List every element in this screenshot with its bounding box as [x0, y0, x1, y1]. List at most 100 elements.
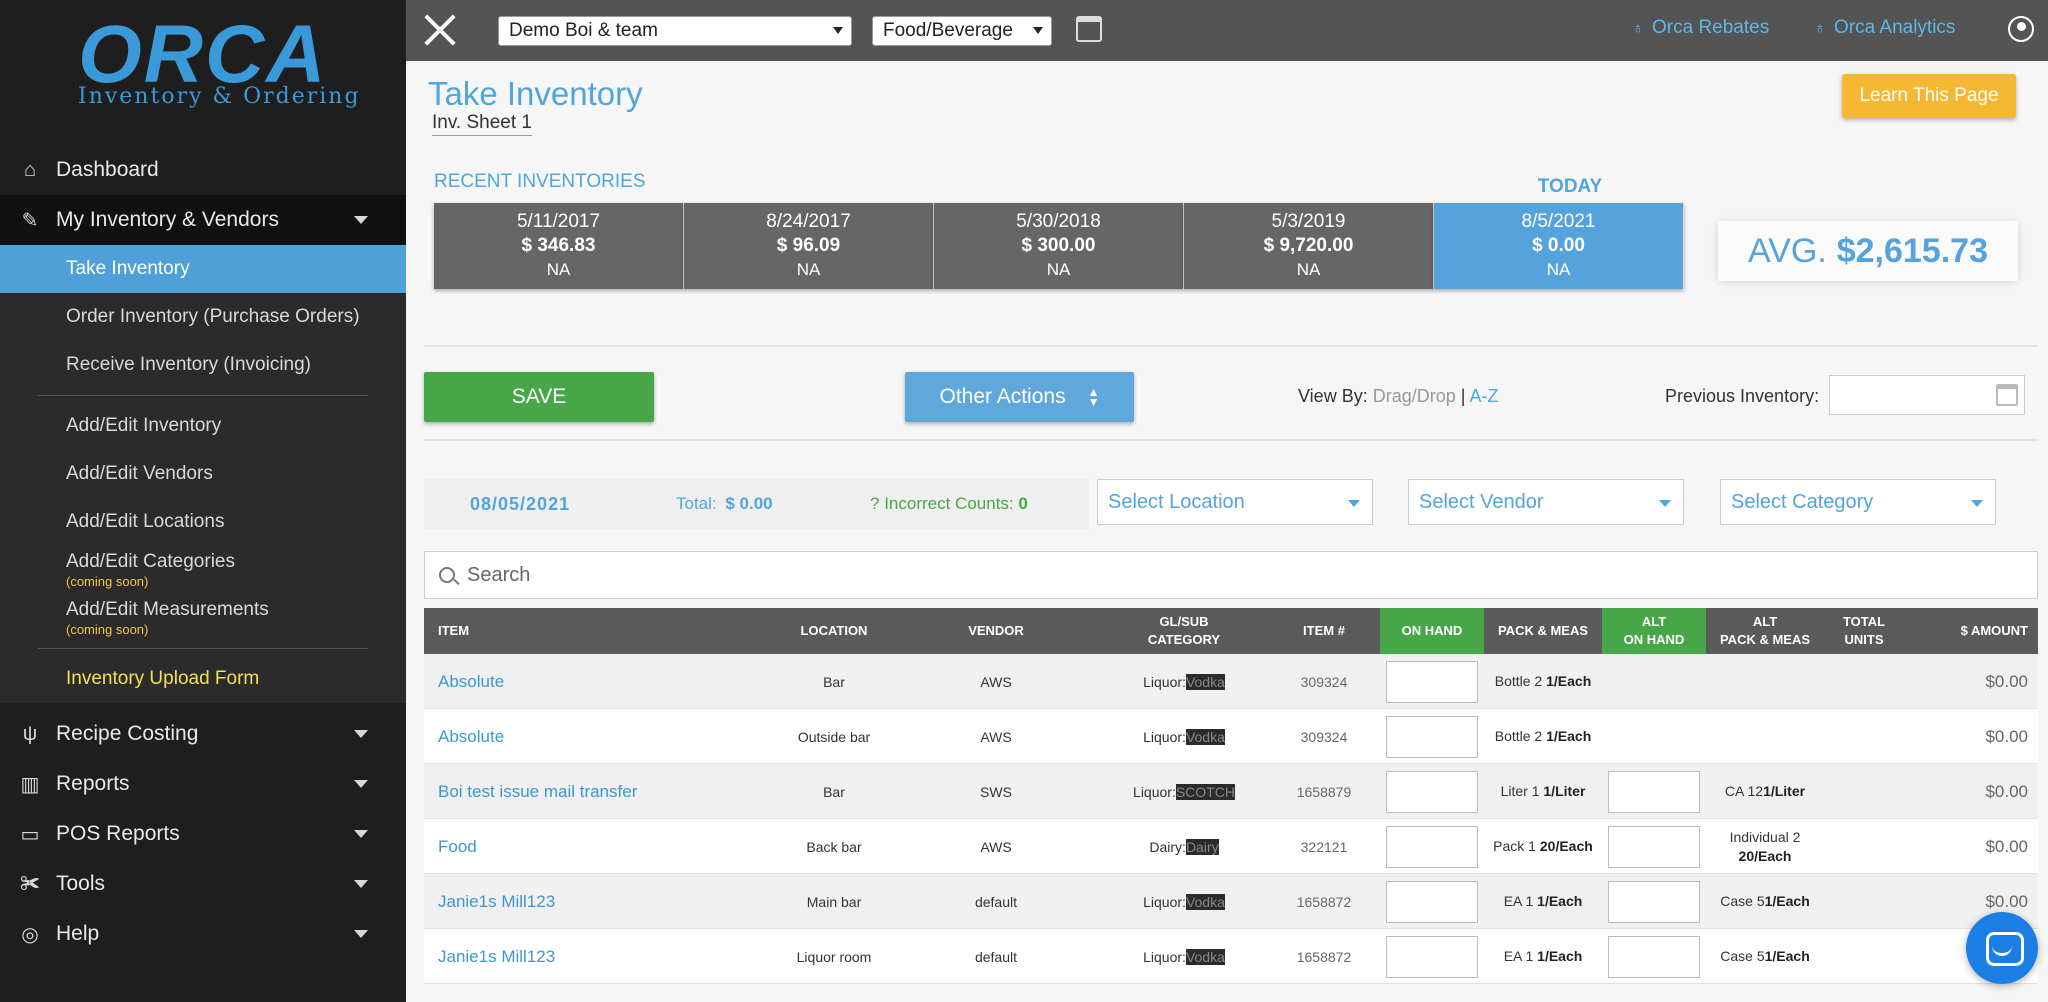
- inventory-card[interactable]: 8/24/2017 $ 96.09 NA: [684, 203, 934, 289]
- sidebar-item-take-inventory[interactable]: Take Inventory: [0, 245, 406, 293]
- item-link[interactable]: Food: [438, 836, 477, 856]
- main-content: Take Inventory Inv. Sheet 1 Learn This P…: [406, 61, 2048, 1002]
- table-row: Janie1s Mill123 Liquor room default Liquor:…: [424, 929, 2038, 984]
- orca-logo[interactable]: ORCA Inventory & Ordering: [0, 0, 406, 140]
- col-on-hand[interactable]: ON HAND: [1380, 608, 1484, 654]
- col-vendor[interactable]: VENDOR: [968, 623, 1024, 638]
- location-cell: Main bar: [806, 893, 862, 910]
- on-hand-input[interactable]: [1386, 825, 1478, 868]
- col-gl-line1: GL/SUB: [1159, 614, 1209, 629]
- on-hand-input[interactable]: [1386, 880, 1478, 923]
- chat-widget-icon[interactable]: [1966, 912, 2038, 984]
- col-alt-on-hand[interactable]: ALT ON HAND: [1602, 608, 1706, 654]
- on-hand-input[interactable]: [1386, 770, 1478, 813]
- top-bar: Demo Boi & team Food/Beverage ♁ Orca Reba…: [406, 0, 2048, 61]
- alt-on-hand-input[interactable]: [1608, 825, 1700, 868]
- sidebar-item-receive-inventory[interactable]: Receive Inventory (Invoicing): [66, 354, 311, 375]
- item-number-cell: 309324: [1300, 728, 1348, 745]
- incorrect-counts-label: Incorrect Counts:: [884, 494, 1014, 513]
- col-location[interactable]: LOCATION: [800, 623, 868, 638]
- nav-dashboard[interactable]: ⌂ Dashboard: [0, 145, 406, 195]
- search-input[interactable]: [467, 563, 1967, 587]
- user-account-icon[interactable]: [2008, 16, 2034, 42]
- save-button[interactable]: SAVE: [424, 372, 654, 422]
- col-gl-category[interactable]: GL/SUB CATEGORY: [1124, 608, 1244, 654]
- incorrect-counts-value: 0: [1018, 494, 1028, 513]
- chevron-down-icon: [354, 730, 368, 738]
- nav-help[interactable]: ◎ Help: [0, 909, 406, 959]
- inventory-card[interactable]: 5/11/2017 $ 346.83 NA: [434, 203, 684, 289]
- table-row: Absolute Bar AWS Liquor: Vodka 309324 Bottle 2…: [424, 654, 2038, 709]
- pack-unit: Bottle 2: [1494, 673, 1547, 689]
- coming-soon-badge: (coming soon): [66, 574, 149, 589]
- view-az-link[interactable]: A-Z: [1469, 386, 1499, 406]
- item-link[interactable]: Absolute: [438, 671, 505, 691]
- sidebar-item-add-edit-measurements[interactable]: Add/Edit Measurements (coming soon): [0, 594, 406, 642]
- col-item-number[interactable]: ITEM #: [1303, 623, 1345, 638]
- sidebar-item-upload-form[interactable]: Inventory Upload Form: [66, 668, 260, 689]
- chevron-down-icon: [833, 27, 843, 34]
- col-pack-meas[interactable]: PACK & MEAS: [1497, 623, 1589, 638]
- nav-my-inventory[interactable]: ✎ My Inventory & Vendors: [0, 195, 406, 245]
- orca-rebates-link[interactable]: ♁ Orca Rebates: [1632, 17, 1769, 39]
- sidebar-item-add-edit-categories[interactable]: Add/Edit Categories (coming soon): [0, 546, 406, 594]
- chevron-down-icon: [1033, 27, 1043, 34]
- team-select[interactable]: Demo Boi & team: [498, 16, 852, 46]
- item-link[interactable]: Absolute: [438, 726, 505, 746]
- nav-pos-reports[interactable]: ▭ POS Reports: [0, 809, 406, 859]
- chevron-down-icon: [354, 780, 368, 788]
- item-link[interactable]: Janie1s Mill123: [438, 946, 556, 966]
- category-select[interactable]: Select Category: [1720, 479, 1996, 525]
- col-alt-pack-meas[interactable]: ALT PACK & MEAS: [1706, 608, 1824, 654]
- col-amount[interactable]: $ AMOUNT: [1960, 623, 2028, 638]
- on-hand-input[interactable]: [1386, 715, 1478, 758]
- item-link[interactable]: Janie1s Mill123: [438, 891, 556, 911]
- calendar-icon[interactable]: [1076, 16, 1102, 42]
- pack-measure: 1/Each: [1546, 728, 1592, 744]
- amount-cell: $0.00: [1985, 891, 2028, 911]
- table-row: Janie1s Mill123 Main bar default Liquor: Vod…: [424, 874, 2038, 929]
- other-actions-button[interactable]: Other Actions ▲ ▼: [905, 372, 1134, 422]
- calendar-icon[interactable]: [1996, 384, 2018, 406]
- inventory-table: ITEM LOCATION VENDOR GL/SUB CATEGORY ITE…: [424, 608, 2038, 984]
- item-number-cell: 309324: [1300, 673, 1348, 690]
- pack-meas-cell: Pack 1 20/Each: [1484, 819, 1602, 874]
- subcategory-name: Vodka: [1185, 893, 1225, 910]
- orca-analytics-link[interactable]: ♁ Orca Analytics: [1814, 17, 1955, 39]
- alt-on-hand-input[interactable]: [1608, 935, 1700, 978]
- view-drag-drop-link[interactable]: Drag/Drop: [1372, 386, 1456, 406]
- nav-recipe-costing[interactable]: ψ Recipe Costing: [0, 709, 406, 759]
- learn-this-page-button[interactable]: Learn This Page: [1842, 74, 2016, 118]
- col-total-line1: TOTAL: [1842, 614, 1886, 629]
- col-total-units[interactable]: TOTAL UNITS: [1824, 608, 1904, 654]
- incorrect-counts-display[interactable]: ? Incorrect Counts: 0: [870, 494, 1028, 514]
- item-link[interactable]: Boi test issue mail transfer: [438, 781, 638, 801]
- inventory-card-today[interactable]: 8/5/2021 $ 0.00 NA: [1434, 203, 1684, 289]
- col-item[interactable]: ITEM: [438, 623, 470, 638]
- on-hand-input[interactable]: [1386, 660, 1478, 703]
- sidebar-item-add-edit-locations[interactable]: Add/Edit Locations: [66, 511, 225, 532]
- inventory-amount: $ 346.83: [521, 235, 596, 256]
- nav-tools[interactable]: ✀ Tools: [0, 859, 406, 909]
- alt-on-hand-input[interactable]: [1608, 770, 1700, 813]
- on-hand-cell: [1380, 929, 1484, 984]
- page-title: Take Inventory: [428, 75, 643, 112]
- lightbulb-icon: ♁: [1632, 20, 1644, 37]
- close-icon[interactable]: [420, 10, 460, 50]
- search-bar[interactable]: [424, 551, 2038, 599]
- previous-inventory-input[interactable]: [1829, 375, 2025, 415]
- vendor-select[interactable]: Select Vendor: [1408, 479, 1684, 525]
- on-hand-input[interactable]: [1386, 935, 1478, 978]
- sidebar-item-add-edit-vendors[interactable]: Add/Edit Vendors: [66, 463, 213, 484]
- alt-on-hand-input[interactable]: [1608, 880, 1700, 923]
- inventory-note: NA: [1046, 260, 1071, 279]
- sidebar-item-add-edit-inventory[interactable]: Add/Edit Inventory: [66, 415, 222, 436]
- location-select[interactable]: Select Location: [1097, 479, 1373, 525]
- sheet-name[interactable]: Inv. Sheet 1: [432, 112, 532, 136]
- alt-pack-measure: 1/Each: [1764, 893, 1810, 909]
- sidebar-item-order-inventory[interactable]: Order Inventory (Purchase Orders): [66, 306, 360, 327]
- inventory-card[interactable]: 5/3/2019 $ 9,720.00 NA: [1184, 203, 1434, 289]
- nav-reports[interactable]: ▥ Reports: [0, 759, 406, 809]
- inventory-card[interactable]: 5/30/2018 $ 300.00 NA: [934, 203, 1184, 289]
- type-select[interactable]: Food/Beverage: [872, 16, 1052, 46]
